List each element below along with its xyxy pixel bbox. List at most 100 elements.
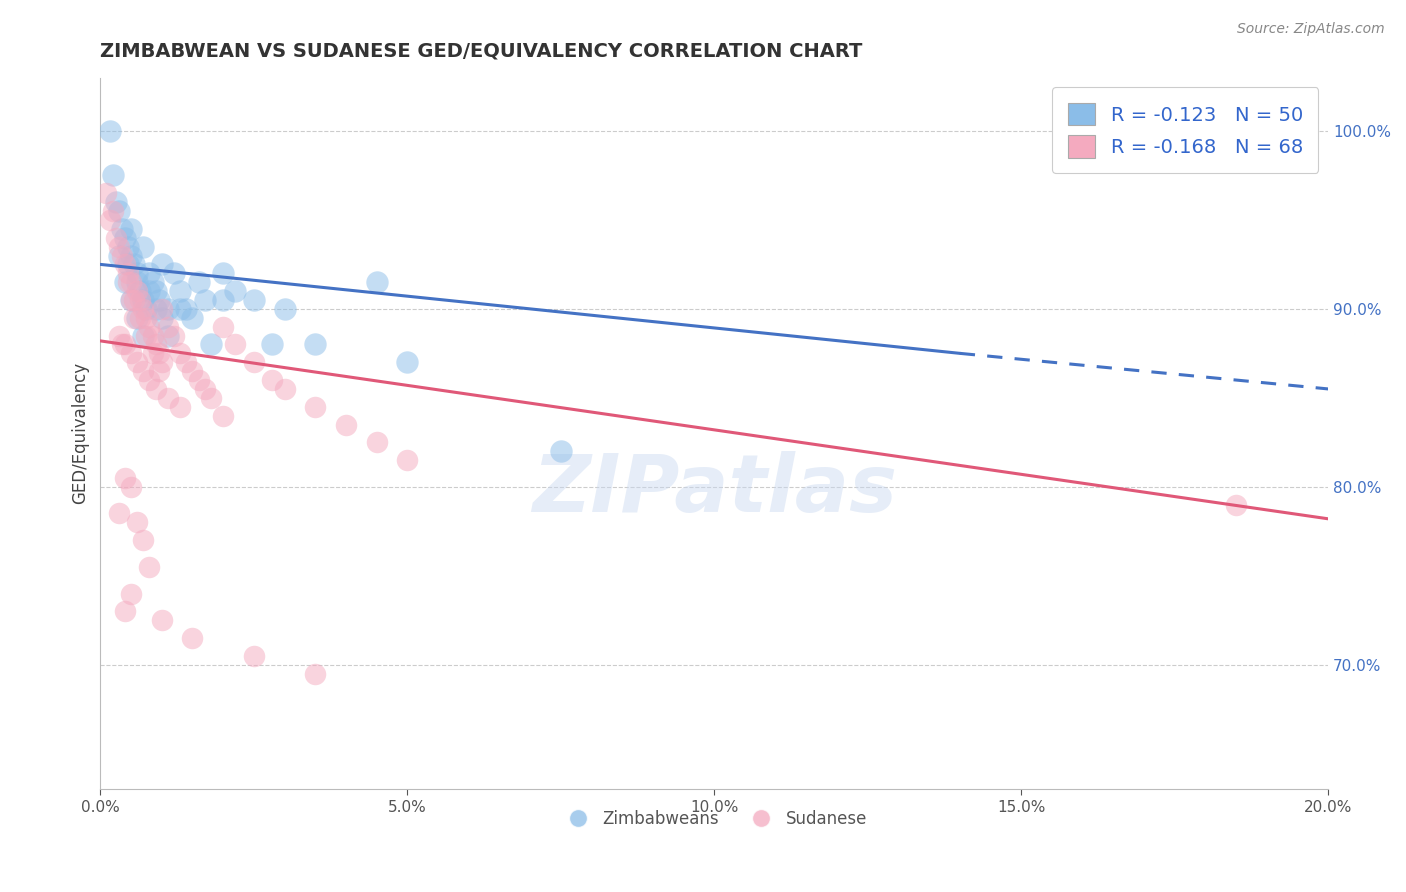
- Point: [200, 337, 222, 351]
- Point: [114, 337, 136, 351]
- Point: [273, 301, 295, 316]
- Point: [96, 186, 118, 201]
- Text: Source: ZipAtlas.com: Source: ZipAtlas.com: [1237, 22, 1385, 37]
- Point: [169, 346, 191, 360]
- Point: [120, 346, 142, 360]
- Point: [145, 301, 167, 316]
- Point: [224, 337, 246, 351]
- Point: [262, 337, 284, 351]
- Point: [107, 239, 129, 253]
- Point: [150, 301, 173, 316]
- Point: [132, 328, 155, 343]
- Point: [104, 195, 127, 210]
- Y-axis label: GED/Equivalency: GED/Equivalency: [72, 362, 89, 505]
- Point: [335, 417, 357, 432]
- Point: [194, 293, 217, 307]
- Point: [132, 533, 155, 548]
- Point: [120, 586, 142, 600]
- Point: [117, 239, 139, 253]
- Point: [120, 480, 142, 494]
- Point: [127, 516, 149, 530]
- Point: [224, 284, 246, 298]
- Point: [127, 355, 149, 369]
- Point: [243, 293, 266, 307]
- Point: [129, 284, 152, 298]
- Point: [176, 355, 198, 369]
- Point: [148, 346, 170, 360]
- Point: [148, 293, 170, 307]
- Point: [138, 266, 160, 280]
- Point: [114, 604, 136, 618]
- Point: [111, 222, 134, 236]
- Point: [304, 337, 326, 351]
- Point: [132, 364, 155, 378]
- Point: [169, 284, 191, 298]
- Point: [120, 293, 142, 307]
- Point: [104, 230, 127, 244]
- Point: [138, 373, 160, 387]
- Point: [262, 373, 284, 387]
- Point: [117, 275, 139, 289]
- Point: [156, 319, 179, 334]
- Point: [114, 275, 136, 289]
- Point: [98, 124, 121, 138]
- Point: [111, 248, 134, 262]
- Point: [122, 310, 145, 325]
- Point: [145, 284, 167, 298]
- Point: [101, 204, 124, 219]
- Point: [145, 382, 167, 396]
- Point: [181, 364, 204, 378]
- Point: [181, 631, 204, 645]
- Point: [145, 337, 167, 351]
- Point: [141, 328, 163, 343]
- Point: [114, 471, 136, 485]
- Point: [243, 648, 266, 663]
- Point: [114, 230, 136, 244]
- Point: [138, 319, 160, 334]
- Point: [366, 435, 388, 450]
- Point: [396, 355, 419, 369]
- Point: [187, 275, 209, 289]
- Point: [107, 248, 129, 262]
- Point: [150, 613, 173, 627]
- Point: [117, 266, 139, 280]
- Point: [135, 328, 157, 343]
- Text: ZIPatlas: ZIPatlas: [531, 451, 897, 529]
- Point: [120, 248, 142, 262]
- Point: [135, 310, 157, 325]
- Point: [101, 169, 124, 183]
- Point: [120, 293, 142, 307]
- Point: [135, 301, 157, 316]
- Point: [138, 284, 160, 298]
- Point: [122, 293, 145, 307]
- Point: [107, 204, 129, 219]
- Point: [304, 400, 326, 414]
- Point: [243, 355, 266, 369]
- Point: [98, 213, 121, 227]
- Point: [200, 391, 222, 405]
- Point: [366, 275, 388, 289]
- Point: [141, 346, 163, 360]
- Point: [127, 275, 149, 289]
- Point: [163, 328, 186, 343]
- Point: [148, 364, 170, 378]
- Point: [550, 444, 572, 458]
- Point: [150, 257, 173, 271]
- Legend: Zimbabweans, Sudanese: Zimbabweans, Sudanese: [554, 803, 875, 834]
- Point: [129, 293, 152, 307]
- Point: [127, 310, 149, 325]
- Point: [127, 284, 149, 298]
- Point: [169, 400, 191, 414]
- Point: [156, 301, 179, 316]
- Point: [396, 453, 419, 467]
- Point: [141, 275, 163, 289]
- Text: ZIMBABWEAN VS SUDANESE GED/EQUIVALENCY CORRELATION CHART: ZIMBABWEAN VS SUDANESE GED/EQUIVALENCY C…: [100, 42, 863, 61]
- Point: [156, 328, 179, 343]
- Point: [132, 239, 155, 253]
- Point: [212, 293, 235, 307]
- Point: [212, 319, 235, 334]
- Point: [150, 355, 173, 369]
- Point: [111, 337, 134, 351]
- Point: [1225, 498, 1247, 512]
- Point: [156, 391, 179, 405]
